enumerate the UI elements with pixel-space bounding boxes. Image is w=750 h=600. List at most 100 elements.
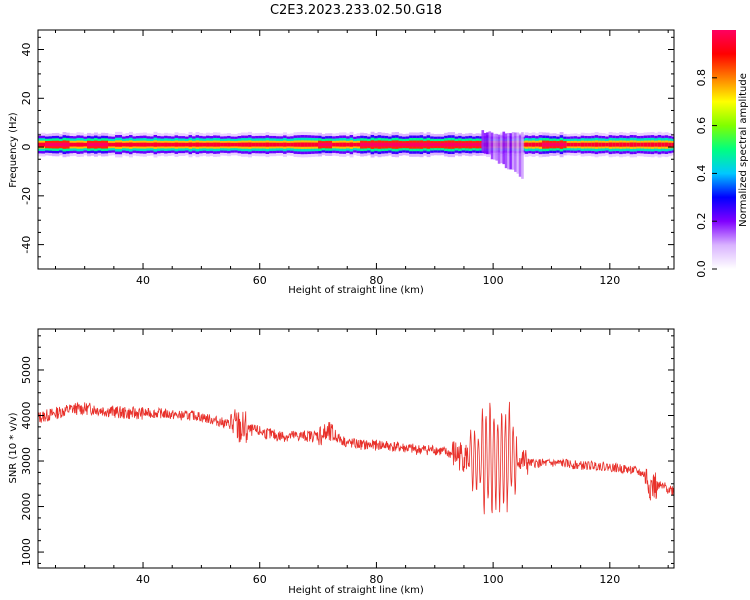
heatmap-cell <box>115 142 119 147</box>
x-tick-label: 60 <box>253 573 267 586</box>
heatmap-cell <box>307 142 312 147</box>
heatmap-cell <box>311 142 315 147</box>
heatmap-cell <box>255 142 259 147</box>
heatmap-cell <box>136 142 140 147</box>
heatmap-cell <box>412 142 417 147</box>
heatmap-cell <box>66 142 70 147</box>
heatmap-cell <box>143 142 147 147</box>
heatmap-cell <box>664 142 669 147</box>
colorbar-tick-label: 0.2 <box>695 212 708 230</box>
heatmap-cell <box>619 142 624 147</box>
heatmap-cell <box>433 142 438 147</box>
heatmap-cell <box>488 131 492 155</box>
heatmap-cell <box>363 142 368 147</box>
heatmap-cell <box>437 142 441 147</box>
heatmap-cell <box>516 132 520 174</box>
heatmap-cell <box>479 142 484 147</box>
heatmap-cell <box>297 142 301 147</box>
heatmap-cell <box>164 142 168 147</box>
heatmap-cell <box>325 142 329 147</box>
heatmap-cell <box>377 142 382 147</box>
heatmap-cell <box>405 142 410 147</box>
heatmap-cell <box>328 142 333 147</box>
heatmap-cell <box>654 142 659 147</box>
heatmap-cell <box>367 142 371 147</box>
heatmap-cell <box>262 142 266 147</box>
heatmap-cell <box>171 142 175 147</box>
spectrogram-ylabel: Frequency (Hz) <box>8 112 19 188</box>
heatmap-cell <box>349 142 354 147</box>
heatmap-cell <box>458 142 463 147</box>
heatmap-cell <box>426 142 431 147</box>
snr-plot-area <box>38 401 674 515</box>
y-tick-label: 1000 <box>20 538 33 566</box>
heatmap-cell <box>286 142 291 147</box>
heatmap-cell <box>199 142 203 147</box>
colorbar-tick-label: 0.8 <box>695 69 708 87</box>
heatmap-cell <box>251 142 256 147</box>
heatmap-cell <box>52 142 56 147</box>
heatmap-cell <box>178 142 182 147</box>
heatmap-cell <box>122 142 126 147</box>
colorbar-tick-label: 0.6 <box>695 117 708 135</box>
colorbar-gradient <box>712 30 736 269</box>
heatmap-cell <box>209 142 214 147</box>
heatmap-cell <box>524 142 529 147</box>
heatmap-cell <box>269 142 273 147</box>
heatmap-cell <box>356 142 361 147</box>
heatmap-cell <box>342 142 347 147</box>
heatmap-cell <box>486 132 489 155</box>
heatmap-cell <box>391 142 396 147</box>
heatmap-cell <box>244 142 249 147</box>
x-tick-label: 80 <box>369 274 383 287</box>
spectrogram-panel: 40 60 80 100 120 40 20 0 -20 -40 Height of straig… <box>8 29 675 296</box>
heatmap-cell <box>304 142 308 147</box>
heatmap-cell <box>472 142 477 147</box>
x-tick-label: 120 <box>599 274 620 287</box>
heatmap-cell <box>577 142 582 147</box>
y-tick-label: 5000 <box>20 356 33 384</box>
heatmap-cell <box>76 142 81 147</box>
heatmap-cell <box>104 142 109 147</box>
heatmap-cell <box>601 142 606 147</box>
heatmap-cell <box>370 142 375 147</box>
x-tick-label: 40 <box>136 573 150 586</box>
heatmap-cell <box>293 142 298 147</box>
spectrogram-axes: 40 60 80 100 120 40 20 0 -20 -40 <box>20 30 674 287</box>
heatmap-cell <box>615 142 620 147</box>
heatmap-cell <box>258 142 263 147</box>
heatmap-cell <box>521 132 524 179</box>
heatmap-cell <box>206 142 210 147</box>
heatmap-cell <box>90 142 95 147</box>
y-tick-label: 3000 <box>20 447 33 475</box>
heatmap-cell <box>430 142 434 147</box>
heatmap-cell <box>87 142 91 147</box>
heatmap-cell <box>339 142 343 147</box>
x-tick-label: 40 <box>136 274 150 287</box>
heatmap-cell <box>668 142 673 147</box>
heatmap-cell <box>563 142 568 147</box>
heatmap-cell <box>118 142 123 147</box>
heatmap-cell <box>388 142 392 147</box>
colorbar: 0.0 0.2 0.4 0.6 0.8 Normalized spectral ampl… <box>695 30 749 278</box>
heatmap-cell <box>160 142 165 147</box>
heatmap-cell <box>514 132 517 172</box>
heatmap-cell <box>230 142 235 147</box>
heatmap-cell <box>213 142 217 147</box>
chart-title: C2E3.2023.233.02.50.G18 <box>270 3 442 18</box>
heatmap-cell <box>45 142 49 147</box>
heatmap-cell <box>195 142 200 147</box>
heatmap-cell <box>80 142 84 147</box>
heatmap-cell <box>69 142 74 147</box>
x-tick-label: 100 <box>483 274 504 287</box>
heatmap-cell <box>332 142 336 147</box>
heatmap-cell <box>283 142 287 147</box>
heatmap-cell <box>598 142 603 147</box>
heatmap-cell <box>559 142 564 147</box>
heatmap-cell <box>314 142 319 147</box>
heatmap-cell <box>475 142 480 147</box>
heatmap-cell <box>587 142 592 147</box>
heatmap-cell <box>174 142 179 147</box>
spectrogram-heatmap <box>38 130 674 179</box>
